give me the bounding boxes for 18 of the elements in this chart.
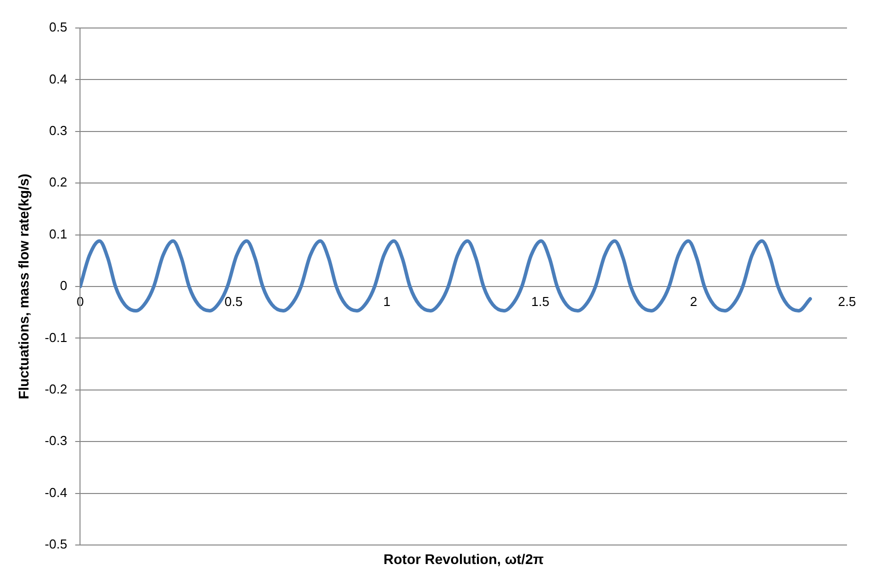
y-tick-label: 0.1 [49, 226, 68, 242]
y-tick-label: 0.2 [49, 174, 68, 190]
y-tick-label: -0.4 [44, 484, 68, 500]
y-tick-label: 0.4 [49, 71, 68, 86]
x-tick-label: 1.5 [531, 294, 550, 309]
y-tick-label: 0.5 [49, 20, 68, 35]
x-axis-title: Rotor Revolution, ωt/2π [383, 550, 544, 567]
y-tick-label: 0.3 [49, 122, 68, 138]
y-tick-label: -0.3 [44, 433, 68, 448]
x-tick-label: 1 [383, 294, 391, 309]
y-axis-title: Fluctuations, mass flow rate(kg/s) [15, 174, 32, 400]
y-tick-label: -0.1 [44, 330, 68, 345]
y-tick-label: -0.2 [44, 381, 68, 396]
x-tick-label: 0.5 [224, 294, 243, 309]
y-tick-label: -0.5 [44, 536, 68, 552]
x-tick-label: 2 [690, 294, 698, 309]
x-tick-label: 2.5 [838, 294, 856, 309]
y-tick-label: 0 [60, 278, 68, 294]
